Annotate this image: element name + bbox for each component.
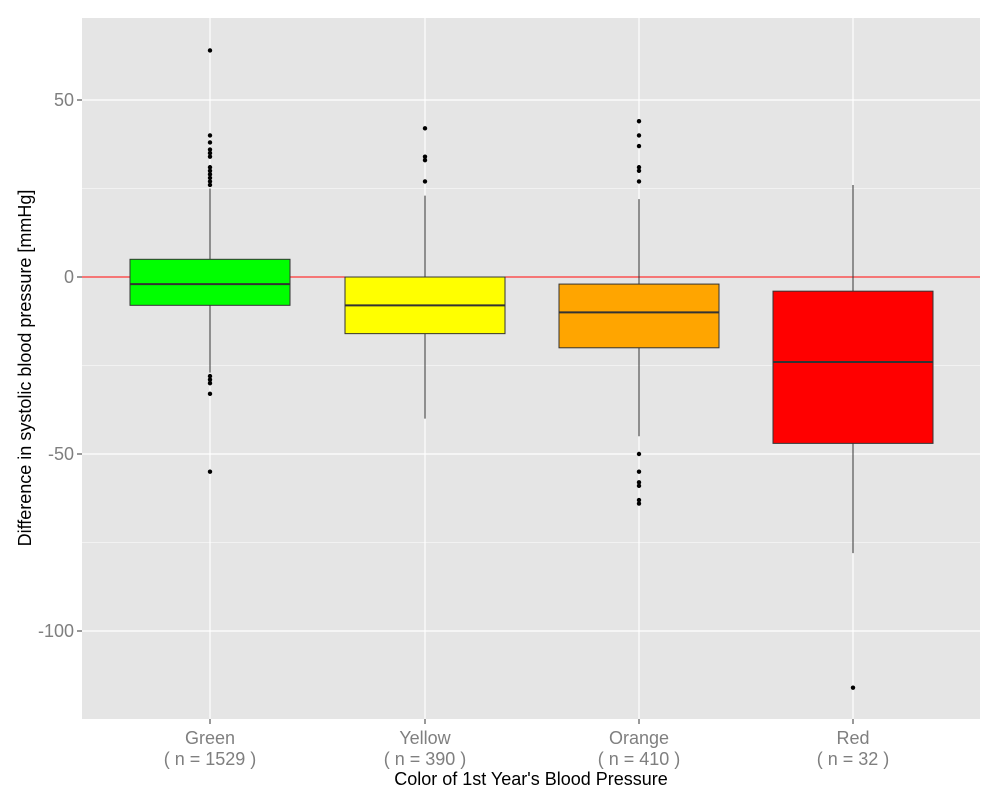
outlier-point: [636, 133, 642, 138]
outlier-point: [636, 469, 642, 474]
outlier-point: [850, 685, 856, 690]
outlier-point: [207, 172, 213, 177]
outlier-point: [207, 391, 213, 397]
outlier-point: [422, 157, 428, 163]
x-tick-labels: Green( n = 1529 ) Yellow( n = 390 ) Orange…: [164, 719, 890, 769]
outlier-point: [636, 165, 642, 170]
outlier-point: [422, 154, 428, 159]
x-tick-label-count: ( n = 32 ): [817, 749, 890, 769]
outlier-point: [422, 179, 428, 184]
x-tick-label-count: ( n = 390 ): [384, 749, 467, 769]
box-yellow: [344, 126, 506, 419]
outlier-point: [636, 168, 642, 173]
outlier-point: [422, 126, 428, 131]
outlier-point: [207, 140, 213, 145]
outlier-point: [636, 451, 642, 457]
outlier-point: [207, 373, 213, 379]
outlier-point: [636, 497, 642, 503]
box-iqr: [772, 290, 934, 444]
outlier-point: [207, 381, 213, 386]
y-tick-label: -100: [38, 621, 74, 641]
outlier-point: [207, 179, 213, 184]
outlier-point: [636, 179, 642, 184]
x-axis-title: Color of 1st Year's Blood Pressure: [394, 769, 668, 789]
x-tick-label-count: ( n = 1529 ): [164, 749, 257, 769]
outlier-point: [636, 119, 642, 124]
outlier-point: [207, 154, 213, 159]
x-tick-label-category: Orange: [609, 728, 669, 748]
outlier-point: [207, 147, 213, 152]
outlier-point: [207, 133, 213, 138]
x-tick-label-category: Yellow: [399, 728, 451, 748]
outlier-point: [636, 480, 642, 485]
box-green: [129, 48, 291, 474]
outlier-point: [207, 48, 213, 53]
outlier-point: [636, 501, 642, 506]
outlier-point: [207, 150, 213, 156]
y-tick-label: 0: [64, 267, 74, 287]
outlier-point: [207, 175, 213, 181]
y-tick-label: -50: [48, 444, 74, 464]
y-tick-label: 50: [54, 90, 74, 110]
y-tick-labels: 50 0 -50 -100: [38, 90, 82, 641]
y-axis-title: Difference in systolic blood pressure [m…: [15, 190, 35, 547]
outlier-point: [636, 143, 642, 149]
box-iqr: [558, 283, 720, 349]
outlier-point: [207, 182, 213, 188]
outlier-point: [207, 377, 213, 382]
box-series: [129, 48, 934, 690]
outlier-point: [207, 168, 213, 173]
box-red: [772, 184, 934, 690]
outlier-point: [207, 165, 213, 170]
x-tick-label-category: Red: [836, 728, 869, 748]
x-tick-label-category: Green: [185, 728, 235, 748]
outlier-point: [207, 469, 213, 474]
outlier-point: [636, 483, 642, 489]
x-tick-label-count: ( n = 410 ): [598, 749, 681, 769]
box-orange: [558, 119, 720, 506]
box-iqr: [129, 258, 291, 306]
